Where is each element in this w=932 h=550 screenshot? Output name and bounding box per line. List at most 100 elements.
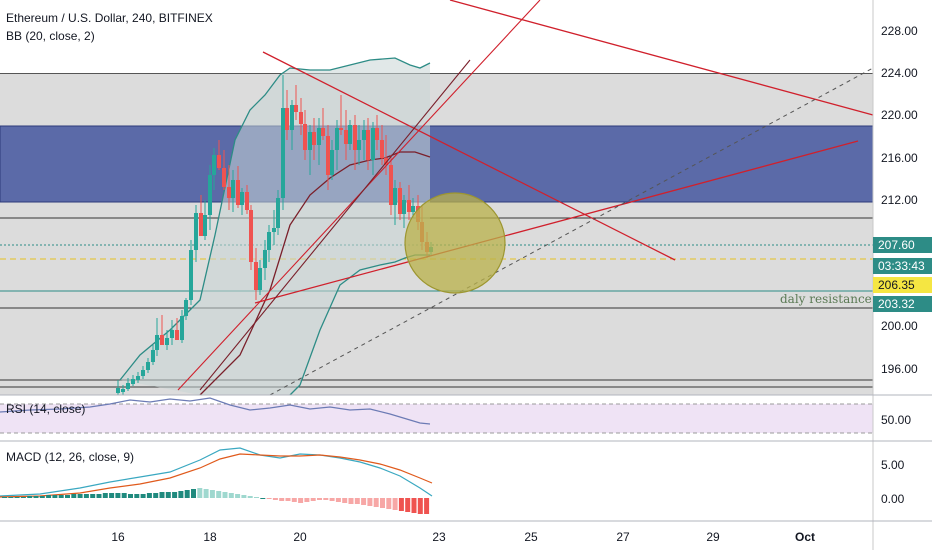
blue-resistance-zone — [0, 125, 874, 203]
candle-body-5 — [141, 370, 145, 376]
candle-body-4 — [136, 376, 140, 380]
macd-hist-bar-7 — [46, 495, 52, 498]
macd-hist-bar-8 — [52, 495, 58, 498]
macd-hist-bar-42 — [266, 498, 272, 499]
macd-hist-bar-40 — [254, 497, 259, 498]
time-tick-29: 29 — [706, 530, 720, 544]
candle-body-20 — [212, 155, 216, 175]
candle-body-22 — [222, 168, 226, 187]
macd-hist-bar-64 — [405, 498, 411, 512]
candle-body-0 — [116, 388, 120, 393]
candle-body-50 — [348, 125, 352, 144]
candle-body-63 — [407, 200, 411, 212]
candle-body-23 — [227, 187, 231, 198]
candle-body-25 — [236, 180, 240, 205]
macd-tick-0: 0.00 — [881, 492, 905, 506]
macd-hist-bar-58 — [367, 498, 373, 506]
macd-hist-bar-34 — [216, 491, 222, 498]
candle-body-39 — [299, 112, 303, 124]
trendline-mid-descending — [262, 51, 676, 261]
candle-body-46 — [330, 150, 334, 175]
macd-hist-bar-16 — [102, 493, 108, 498]
yellow-level-tag: 206.35 — [873, 277, 932, 293]
macd-hist-bar-50 — [317, 498, 322, 500]
bb-fill — [120, 58, 430, 395]
time-tick-23: 23 — [432, 530, 446, 544]
candle-body-18 — [203, 215, 207, 236]
macd-hist-bar-13 — [83, 494, 89, 498]
macd-hist-bar-46 — [291, 498, 297, 502]
candle-body-31 — [263, 250, 267, 268]
rsi-line — [0, 397, 431, 425]
macd-hist-bar-31 — [197, 488, 203, 498]
macd-hist-bar-5 — [33, 496, 39, 498]
macd-hist-bar-43 — [272, 498, 278, 500]
macd-hist-bar-4 — [27, 496, 33, 498]
macd-hist-bar-25 — [159, 492, 165, 498]
candle-body-58 — [384, 158, 388, 165]
trendline-ascending-support — [254, 140, 859, 304]
macd-hist-bar-30 — [191, 489, 196, 498]
time-tick-16: 16 — [111, 530, 125, 544]
candle-body-33 — [272, 228, 276, 232]
candle-body-61 — [398, 188, 402, 214]
candle-body-29 — [254, 262, 258, 290]
price-tick-224: 224.00 — [881, 66, 918, 80]
macd-hist-bar-61 — [386, 498, 392, 509]
macd-hist-bar-2 — [14, 497, 20, 498]
macd-hist-bar-54 — [342, 498, 348, 503]
candle-body-16 — [194, 213, 198, 250]
candle-body-2 — [126, 383, 130, 389]
candle-body-26 — [240, 192, 244, 205]
candle-body-19 — [208, 175, 212, 215]
macd-hist-bar-62 — [392, 498, 398, 510]
macd-hist-bar-29 — [184, 490, 190, 498]
candle-body-60 — [393, 188, 397, 205]
macd-legend[interactable]: MACD (12, 26, close, 9) — [6, 450, 135, 464]
bb-indicator-legend[interactable]: BB (20, close, 2) — [6, 29, 95, 43]
macd-hist-bar-66 — [417, 498, 423, 514]
macd-hist-bar-23 — [146, 493, 152, 498]
macd-hist-bar-56 — [354, 498, 360, 504]
candle-body-38 — [294, 105, 298, 112]
price-tick-196: 196.00 — [881, 362, 918, 376]
macd-hist-bar-49 — [310, 498, 316, 501]
candle-body-30 — [258, 268, 262, 290]
candle-body-37 — [290, 105, 294, 130]
macd-hist-bar-63 — [398, 498, 404, 511]
macd-hist-bar-60 — [380, 498, 385, 508]
highlight-circle — [404, 192, 506, 294]
chart-title[interactable]: Ethereum / U.S. Dollar, 240, BITFINEX — [6, 11, 213, 25]
candle-body-57 — [380, 140, 384, 158]
candle-body-7 — [151, 350, 155, 362]
macd-hist-bar-17 — [109, 493, 115, 498]
macd-hist-bar-35 — [222, 492, 228, 498]
daly-resistance-label[interactable]: daly resistance — [780, 292, 872, 306]
macd-hist-bar-67 — [424, 498, 430, 514]
time-tick-20: 20 — [293, 530, 307, 544]
candle-body-64 — [411, 206, 415, 212]
macd-hist-bar-12 — [77, 494, 83, 498]
macd-hist-bar-11 — [71, 494, 77, 498]
candle-body-10 — [165, 338, 169, 345]
macd-hist-bar-14 — [90, 494, 96, 498]
candle-body-52 — [357, 140, 361, 150]
time-tick-25: 25 — [524, 530, 538, 544]
candle-body-35 — [281, 108, 285, 198]
candle-body-36 — [285, 108, 289, 130]
candle-body-6 — [146, 362, 150, 370]
candle-body-53 — [362, 130, 366, 140]
macd-hist-bar-22 — [140, 494, 146, 498]
macd-hist-bar-3 — [20, 497, 26, 498]
price-tick-220: 220.00 — [881, 108, 918, 122]
bb-upper-band — [119, 57, 431, 381]
rsi-legend[interactable]: RSI (14, close) — [6, 402, 86, 416]
candle-body-48 — [339, 128, 343, 130]
trendline-top-descending — [449, 0, 874, 116]
candle-body-24 — [231, 180, 235, 198]
candle-body-55 — [371, 128, 375, 160]
macd-hist-bar-21 — [134, 494, 140, 498]
macd-hist-bar-6 — [39, 496, 45, 498]
